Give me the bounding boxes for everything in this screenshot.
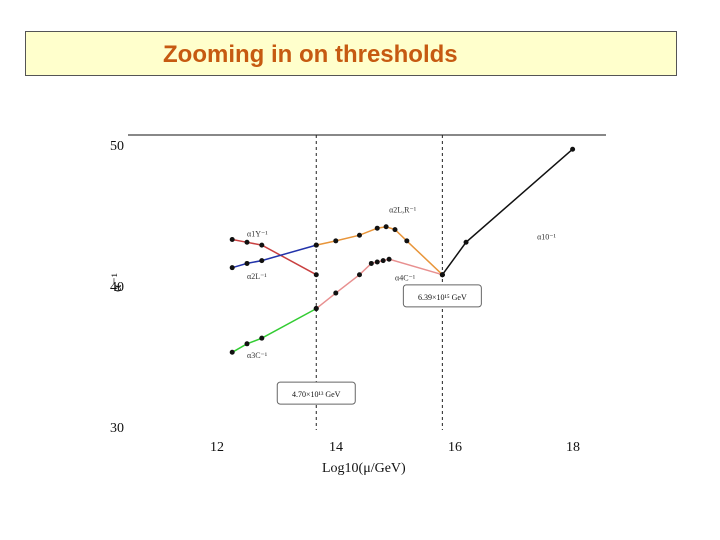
- slide-title: Zooming in on thresholds: [163, 41, 458, 68]
- series-annotation-2: α3C⁻¹: [247, 351, 268, 360]
- data-point: [259, 335, 265, 341]
- title-box: Zooming in on thresholds: [25, 31, 677, 76]
- threshold-box-1: [402, 284, 482, 308]
- threshold-box-0: [276, 381, 356, 405]
- x-tick-16: 16: [448, 440, 462, 455]
- data-point: [463, 239, 469, 245]
- data-point: [259, 258, 265, 264]
- x-tick-14: 14: [329, 440, 343, 455]
- data-point: [244, 239, 250, 245]
- series-annotation-4: α4C⁻¹: [395, 273, 416, 282]
- threshold-label-1: 6.39×10¹⁵ GeV: [418, 293, 467, 302]
- data-point: [380, 258, 386, 264]
- series-annotation-1: α2L⁻¹: [247, 272, 267, 281]
- x-tick-18: 18: [566, 440, 580, 455]
- y-axis-label: α⁻¹: [110, 273, 125, 292]
- data-point: [570, 146, 576, 152]
- data-point: [333, 290, 339, 296]
- y-tick-40: 40: [110, 280, 124, 295]
- data-point: [313, 272, 319, 278]
- data-point: [313, 242, 319, 248]
- series-annotation-3: α2L,R⁻¹: [389, 206, 417, 215]
- series-line-0: [232, 238, 317, 276]
- data-point: [374, 259, 380, 265]
- data-point: [368, 260, 374, 266]
- data-point: [404, 238, 410, 244]
- series-line-1: [231, 244, 317, 269]
- y-tick-50: 50: [110, 139, 124, 154]
- data-point: [383, 224, 389, 230]
- data-point: [333, 238, 339, 244]
- y-tick-30: 30: [110, 421, 124, 436]
- series-line-5: [441, 148, 574, 276]
- data-point: [244, 260, 250, 266]
- data-point: [244, 341, 250, 347]
- series-line-3: [316, 226, 443, 276]
- data-point: [313, 306, 319, 312]
- series-annotation-0: α1Y⁻¹: [247, 230, 268, 239]
- data-point: [229, 236, 235, 242]
- data-point: [392, 227, 398, 233]
- data-point: [229, 265, 235, 271]
- series-annotation-5: α10⁻¹: [537, 232, 556, 241]
- data-point: [386, 256, 392, 262]
- data-point: [356, 232, 362, 238]
- data-point: [229, 349, 235, 355]
- x-tick-12: 12: [210, 440, 224, 455]
- threshold-label-0: 4.70×10¹³ GeV: [292, 390, 341, 399]
- data-point: [259, 242, 265, 248]
- data-point: [374, 225, 380, 231]
- data-point: [439, 272, 445, 278]
- series-line-2: [231, 307, 317, 353]
- data-point: [356, 272, 362, 278]
- x-axis-label: Log10(μ/GeV): [322, 461, 406, 476]
